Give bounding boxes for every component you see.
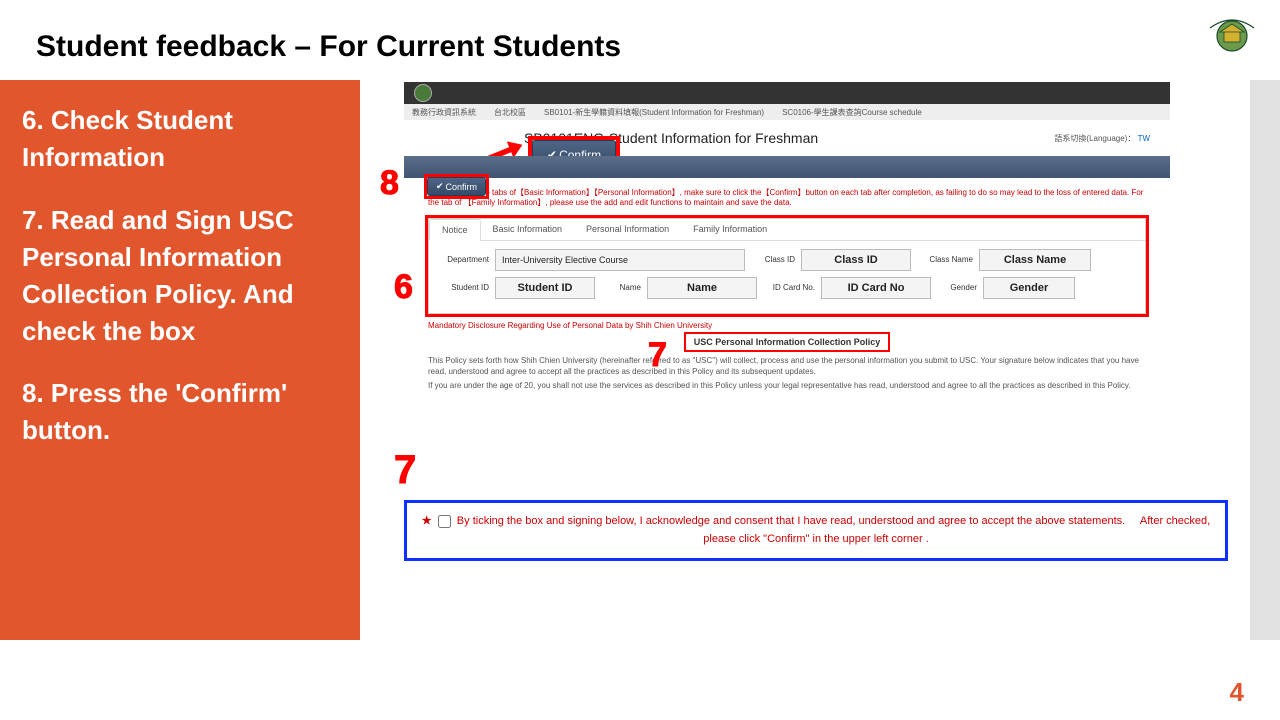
policy-paragraph: If you are under the age of 20, you shal… bbox=[428, 381, 1146, 392]
name-field: Name bbox=[647, 277, 757, 299]
right-gutter bbox=[1250, 80, 1280, 640]
app-logo-icon bbox=[414, 84, 432, 102]
callout-6: 6 bbox=[394, 268, 413, 307]
check-icon: ✔ bbox=[436, 181, 444, 192]
callout-8: 8 bbox=[380, 164, 399, 203]
tab-family[interactable]: Family Information bbox=[681, 219, 779, 240]
confirm-inline-callout: ✔ Confirm bbox=[424, 174, 489, 199]
tab-basic[interactable]: Basic Information bbox=[481, 219, 575, 240]
student-id-label: Student ID bbox=[437, 283, 489, 292]
id-card-field: ID Card No bbox=[821, 277, 931, 299]
university-logo-icon bbox=[1208, 8, 1256, 56]
tab-personal[interactable]: Personal Information bbox=[574, 219, 681, 240]
tab-notice[interactable]: Notice bbox=[429, 219, 481, 241]
app-screenshot: 教務行政資訊系統 台北校區 SB0101-新生學籍資料填報(Student In… bbox=[404, 82, 1170, 437]
consent-box: ★ By ticking the box and signing below, … bbox=[404, 500, 1228, 561]
consent-checkbox[interactable] bbox=[438, 515, 451, 528]
slide-title: Student feedback – For Current Students bbox=[36, 30, 621, 64]
page-number: 4 bbox=[1230, 677, 1244, 708]
required-star-icon: ★ bbox=[422, 515, 432, 527]
name-label: Name bbox=[601, 283, 641, 292]
breadcrumb: 教務行政資訊系統 台北校區 SB0101-新生學籍資料填報(Student In… bbox=[404, 104, 1170, 120]
breadcrumb-item[interactable]: SB0101-新生學籍資料填報(Student Information for … bbox=[544, 107, 764, 118]
department-field: Inter-University Elective Course bbox=[495, 249, 745, 271]
breadcrumb-item[interactable]: 教務行政資訊系統 bbox=[412, 107, 476, 118]
callout-7: 7 bbox=[394, 448, 416, 493]
language-link[interactable]: TW bbox=[1138, 134, 1150, 143]
gender-label: Gender bbox=[937, 283, 977, 292]
toolbar bbox=[404, 156, 1170, 178]
instruction-panel: 6. Check Student Information 7. Read and… bbox=[0, 80, 360, 640]
disclosure-title: Mandatory Disclosure Regarding Use of Pe… bbox=[428, 321, 1146, 330]
class-id-field: Class ID bbox=[801, 249, 911, 271]
confirm-button[interactable]: ✔ Confirm bbox=[427, 177, 486, 196]
tab-container: Notice Basic Information Personal Inform… bbox=[428, 218, 1146, 314]
class-id-label: Class ID bbox=[751, 255, 795, 264]
policy-link[interactable]: USC Personal Information Collection Poli… bbox=[684, 332, 891, 352]
id-card-label: ID Card No. bbox=[763, 283, 815, 292]
consent-text: By ticking the box and signing below, I … bbox=[457, 515, 1125, 527]
step-6: 6. Check Student Information bbox=[22, 102, 338, 176]
step-8: 8. Press the 'Confirm' button. bbox=[22, 375, 338, 449]
gender-field: Gender bbox=[983, 277, 1075, 299]
breadcrumb-item[interactable]: 台北校區 bbox=[494, 107, 526, 118]
class-name-field: Class Name bbox=[979, 249, 1091, 271]
callout-7: 7 bbox=[648, 336, 667, 375]
department-label: Department bbox=[437, 255, 489, 264]
app-header bbox=[404, 82, 1170, 104]
title-bar: SB0101ENG-Student Information for Freshm… bbox=[404, 120, 1170, 156]
policy-paragraph: This Policy sets forth how Shih Chien Un… bbox=[428, 356, 1146, 378]
language-switch: 語系切換(Language)： TW bbox=[1054, 133, 1150, 144]
remarks-text: Remarks: For the tabs of【Basic Informati… bbox=[428, 188, 1146, 209]
class-name-label: Class Name bbox=[917, 255, 973, 264]
step-7: 7. Read and Sign USC Personal Informatio… bbox=[22, 202, 338, 350]
breadcrumb-item[interactable]: SC0106-學生課表查詢Course schedule bbox=[782, 107, 922, 118]
student-id-field: Student ID bbox=[495, 277, 595, 299]
notice-form-callout: Notice Basic Information Personal Inform… bbox=[425, 215, 1149, 317]
